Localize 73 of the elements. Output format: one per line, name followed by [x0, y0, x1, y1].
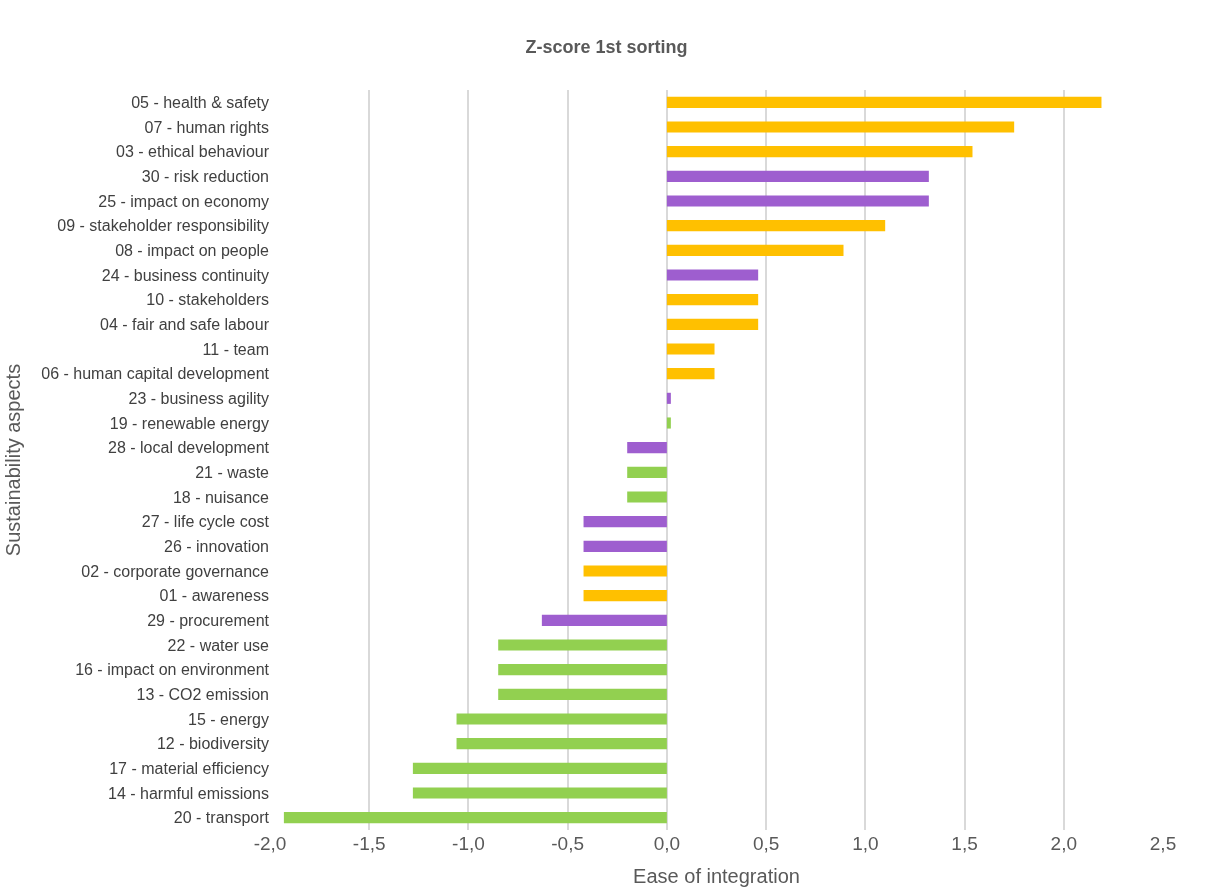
- y-tick-label: 02 - corporate governance: [81, 562, 270, 580]
- y-tick-label: 13 - CO2 emission: [136, 685, 269, 703]
- bar: [456, 738, 667, 750]
- y-tick-label: 04 - fair and safe labour: [100, 315, 270, 333]
- x-tick-label: 1,5: [951, 833, 978, 854]
- bar: [666, 195, 929, 207]
- bar: [666, 170, 929, 182]
- bar: [666, 417, 671, 429]
- bar: [666, 343, 715, 355]
- bar: [583, 516, 667, 528]
- bar: [498, 664, 667, 676]
- y-tick-label: 24 - business continuity: [101, 266, 269, 284]
- x-tick-label: -2,0: [253, 833, 287, 854]
- y-tick-label: 07 - human rights: [144, 118, 269, 136]
- bar: [666, 244, 844, 256]
- y-tick-label: 20 - transport: [173, 809, 270, 827]
- y-tick-label: 03 - ethical behaviour: [116, 143, 270, 161]
- x-tick-label: -1,0: [452, 833, 485, 854]
- y-tick-label: 16 - impact on environment: [75, 661, 270, 679]
- x-tick-label: -1,5: [352, 833, 386, 854]
- y-tick-label: 06 - human capital development: [41, 365, 270, 383]
- y-tick-label: 25 - impact on economy: [98, 192, 269, 210]
- x-tick-label: 0,0: [653, 833, 681, 854]
- bar: [666, 318, 759, 330]
- y-tick-label: 12 - biodiversity: [156, 735, 269, 753]
- y-tick-label: 08 - impact on people: [115, 241, 270, 259]
- bar: [412, 787, 667, 799]
- y-tick-label: 18 - nuisance: [172, 488, 270, 506]
- bar: [666, 392, 671, 404]
- bar: [583, 540, 667, 552]
- y-tick-label: 23 - business agility: [128, 389, 269, 407]
- bar: [627, 442, 667, 454]
- y-tick-label: 29 - procurement: [147, 611, 270, 629]
- bar: [456, 713, 667, 725]
- y-tick-label: 09 - stakeholder responsibility: [57, 217, 269, 235]
- x-tick-label: 2,0: [1050, 833, 1077, 854]
- x-tick-label: 0,5: [752, 833, 780, 854]
- chart-title: Z-score 1st sorting: [525, 36, 688, 57]
- y-tick-label: 26 - innovation: [164, 537, 269, 555]
- x-tick-label: -0,5: [551, 833, 585, 854]
- y-tick-label: 17 - material efficiency: [109, 759, 269, 777]
- y-axis-title: Sustainability aspects: [1, 363, 24, 557]
- y-tick-label: 14 - harmful emissions: [108, 784, 269, 802]
- y-tick-label: 21 - waste: [195, 463, 270, 481]
- bar: [498, 688, 667, 700]
- bar: [666, 294, 759, 306]
- y-tick-label: 05 - health & safety: [131, 93, 269, 111]
- bar: [627, 466, 667, 478]
- bar: [541, 614, 667, 626]
- bar: [666, 220, 886, 232]
- y-tick-label: 15 - energy: [188, 710, 269, 728]
- y-tick-label: 22 - water use: [167, 636, 270, 654]
- y-tick-label: 11 - team: [202, 340, 269, 358]
- y-tick-label: 27 - life cycle cost: [141, 513, 270, 531]
- y-tick-label: 28 - local development: [108, 439, 270, 457]
- bar: [583, 565, 667, 577]
- bar: [666, 121, 1015, 133]
- bar: [283, 812, 667, 824]
- y-tick-label: 01 - awareness: [159, 587, 269, 605]
- y-tick-label: 10 - stakeholders: [146, 291, 269, 309]
- y-tick-label: 30 - risk reduction: [141, 167, 269, 185]
- bar: [666, 146, 973, 158]
- bar: [498, 639, 667, 651]
- x-axis-title: Ease of integration: [633, 864, 800, 887]
- y-tick-label: 19 - renewable energy: [109, 414, 269, 432]
- bar: [666, 269, 759, 281]
- bar: [666, 96, 1102, 108]
- x-tick-label: 2,5: [1149, 833, 1177, 854]
- bar: [412, 762, 667, 774]
- bar: [666, 368, 715, 380]
- bar: [627, 491, 667, 503]
- x-tick-label: 1,0: [852, 833, 879, 854]
- bar: [583, 590, 667, 602]
